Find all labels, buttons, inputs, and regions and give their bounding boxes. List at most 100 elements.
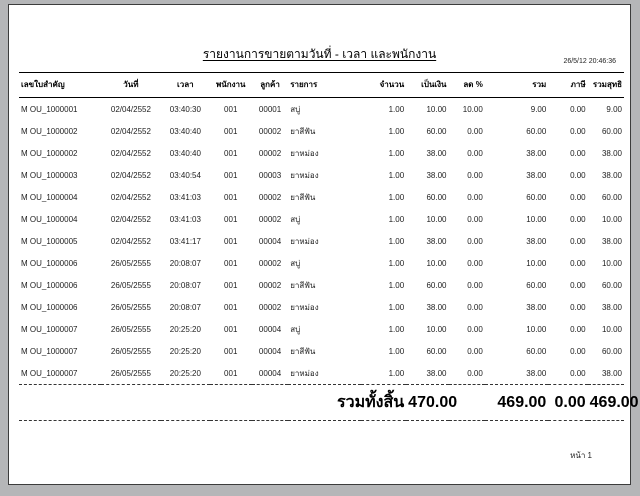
cell-net-total: 38.00: [601, 148, 622, 158]
cell-doc-no: M OU_1000006: [21, 302, 78, 312]
cell-amount: 38.00: [426, 368, 447, 378]
cell-net-total: 38.00: [601, 236, 622, 246]
table-row: M OU_1000006 26/05/2555 20:08:07 001 00002 สบ…: [19, 252, 624, 274]
cell-doc-no: M OU_1000004: [21, 214, 78, 224]
table-header-row: เลขใบสำคัญ วันที่ เวลา พนักงาน ลูกค้า รายการจ…: [19, 72, 624, 98]
cell-date: 02/04/2552: [110, 236, 151, 246]
cell-customer: 00002: [258, 302, 282, 312]
cell-employee: 001: [224, 192, 238, 202]
cell-total: 38.00: [526, 302, 547, 312]
cell-employee: 001: [224, 104, 238, 114]
cell-employee: 001: [224, 148, 238, 158]
cell-amount: 38.00: [426, 236, 447, 246]
cell-net-total: 10.00: [601, 324, 622, 334]
cell-date: 02/04/2552: [110, 214, 151, 224]
cell-tax: 0.00: [570, 214, 586, 224]
table-row: M OU_1000006 26/05/2555 20:08:07 001 00002 ยา…: [19, 296, 624, 318]
table-row: M OU_1000005 02/04/2552 03:41:17 001 00004 ยา…: [19, 230, 624, 252]
cell-item: ยาหม่อง: [290, 148, 319, 158]
summary-net-total: 469.00: [587, 384, 639, 421]
cell-item: ยาสีฟัน: [290, 126, 316, 136]
column-header-employee: พนักงาน: [209, 72, 252, 98]
cell-amount: 10.00: [426, 324, 447, 334]
cell-time: 03:40:54: [169, 170, 201, 180]
cell-doc-no: M OU_1000004: [21, 192, 78, 202]
cell-date: 02/04/2552: [110, 170, 151, 180]
column-header-amount: เป็นเงิน: [406, 72, 449, 98]
cell-quantity: 1.00: [388, 280, 405, 290]
table-row: M OU_1000007 26/05/2555 20:25:20 001 00004 สบ…: [19, 318, 624, 340]
cell-amount: 60.00: [426, 192, 447, 202]
column-header-time: เวลา: [161, 72, 210, 98]
cell-amount: 10.00: [426, 258, 447, 268]
cell-date: 02/04/2552: [110, 148, 151, 158]
table-row: M OU_1000004 02/04/2552 03:41:03 001 00002 สบ…: [19, 208, 624, 230]
cell-time: 03:41:03: [169, 192, 201, 202]
cell-time: 03:40:40: [169, 126, 201, 136]
cell-amount: 60.00: [426, 280, 447, 290]
cell-net-total: 60.00: [601, 346, 622, 356]
summary-amount: 470.00: [406, 384, 457, 421]
cell-discount-percent: 0.00: [467, 346, 483, 356]
cell-customer: 00004: [258, 236, 282, 246]
cell-quantity: 1.00: [388, 192, 405, 202]
table-row: M OU_1000004 02/04/2552 03:41:03 001 00002 ยา…: [19, 186, 624, 208]
cell-item: ยาสีฟัน: [290, 192, 316, 202]
cell-quantity: 1.00: [388, 214, 405, 224]
cell-net-total: 9.00: [606, 104, 622, 114]
cell-item: สบู่: [290, 258, 301, 268]
cell-total: 60.00: [526, 192, 547, 202]
cell-customer: 00004: [258, 368, 282, 378]
cell-discount-percent: 0.00: [467, 192, 483, 202]
cell-net-total: 38.00: [601, 302, 622, 312]
cell-item: สบู่: [290, 104, 301, 114]
cell-customer: 00002: [258, 280, 282, 290]
cell-tax: 0.00: [570, 104, 586, 114]
cell-item: สบู่: [290, 324, 301, 334]
table-row: M OU_1000003 02/04/2552 03:40:54 001 00003 ยา…: [19, 164, 624, 186]
column-header-date: วันที่: [100, 72, 162, 98]
report-table-container: เลขใบสำคัญ วันที่ เวลา พนักงาน ลูกค้า รายการจ…: [19, 72, 639, 421]
cell-customer: 00002: [258, 126, 282, 136]
cell-date: 26/05/2555: [110, 258, 151, 268]
cell-date: 02/04/2552: [110, 126, 151, 136]
column-header-item: รายการ: [288, 72, 361, 98]
cell-customer: 00002: [258, 148, 282, 158]
column-header-doc-no: เลขใบสำคัญ: [19, 72, 101, 98]
cell-date: 02/04/2552: [110, 104, 151, 114]
cell-item: ยาหม่อง: [290, 170, 319, 180]
cell-customer: 00003: [258, 170, 282, 180]
cell-tax: 0.00: [570, 192, 586, 202]
cell-tax: 0.00: [570, 258, 586, 268]
cell-employee: 001: [224, 346, 238, 356]
cell-tax: 0.00: [570, 368, 586, 378]
cell-total: 60.00: [526, 126, 547, 136]
cell-net-total: 10.00: [601, 258, 622, 268]
cell-amount: 38.00: [426, 302, 447, 312]
cell-amount: 10.00: [426, 104, 447, 114]
cell-time: 20:25:20: [169, 368, 201, 378]
cell-discount-percent: 0.00: [467, 302, 483, 312]
cell-quantity: 1.00: [388, 126, 405, 136]
table-row: M OU_1000006 26/05/2555 20:08:07 001 00002 ยา…: [19, 274, 624, 296]
cell-quantity: 1.00: [388, 148, 405, 158]
summary-row: รวมทั้งสิ้น 470.00 469.00 0.00 469.00: [19, 384, 639, 421]
cell-time: 20:25:20: [169, 346, 201, 356]
cell-employee: 001: [224, 324, 238, 334]
table-row: M OU_1000007 26/05/2555 20:25:20 001 00004 ยา…: [19, 362, 624, 385]
cell-total: 10.00: [526, 258, 547, 268]
cell-item: สบู่: [290, 214, 301, 224]
report-table-body: M OU_1000001 02/04/2552 03:40:30 001 00001 สบ…: [19, 98, 624, 385]
cell-date: 26/05/2555: [110, 280, 151, 290]
cell-total: 10.00: [526, 214, 547, 224]
cell-net-total: 60.00: [601, 280, 622, 290]
cell-employee: 001: [224, 368, 238, 378]
cell-doc-no: M OU_1000005: [21, 236, 78, 246]
cell-customer: 00004: [258, 346, 282, 356]
cell-doc-no: M OU_1000007: [21, 346, 78, 356]
cell-net-total: 38.00: [601, 368, 622, 378]
cell-quantity: 1.00: [388, 302, 405, 312]
cell-time: 20:08:07: [169, 302, 201, 312]
cell-tax: 0.00: [570, 148, 586, 158]
cell-employee: 001: [224, 170, 238, 180]
